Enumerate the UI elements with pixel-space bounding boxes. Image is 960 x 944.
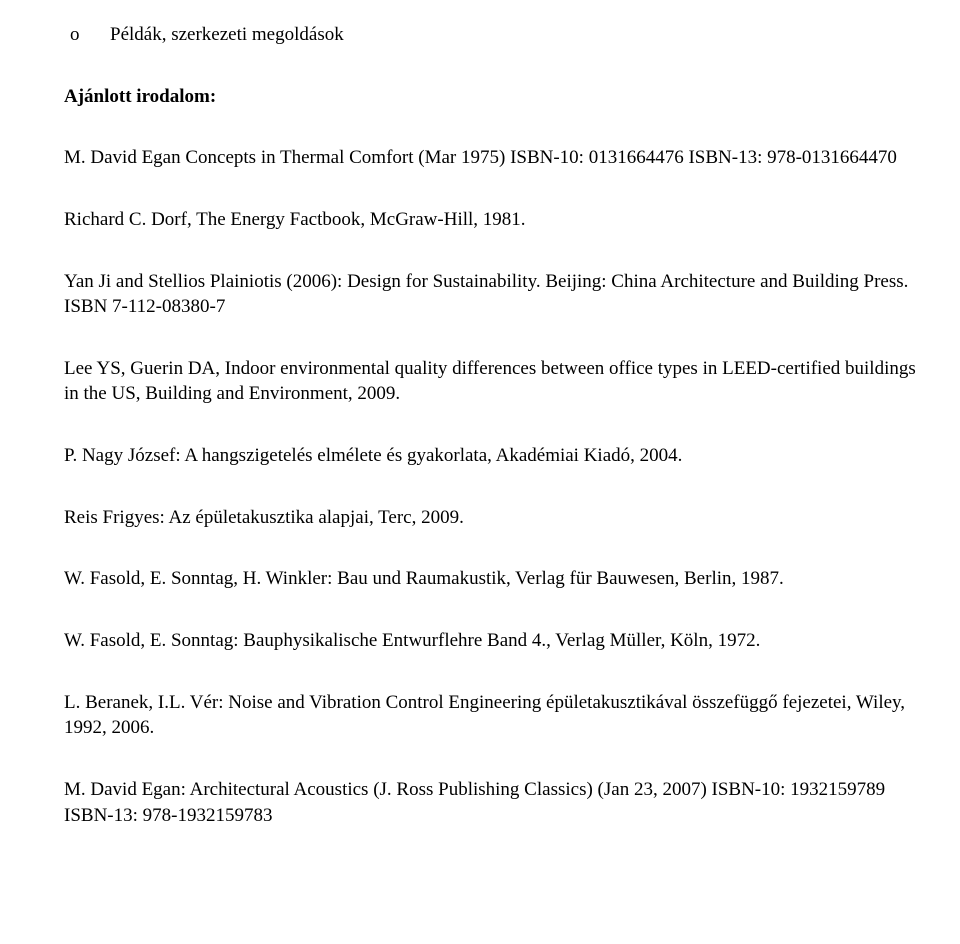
bullet-text: Példák, szerkezeti megoldások	[110, 22, 924, 48]
reference-item: M. David Egan Concepts in Thermal Comfor…	[64, 145, 924, 171]
reference-text: W. Fasold, E. Sonntag: Bauphysikalische …	[64, 630, 760, 651]
reference-item: W. Fasold, E. Sonntag, H. Winkler: Bau u…	[64, 566, 924, 592]
reference-item: Yan Ji and Stellios Plainiotis (2006): D…	[64, 269, 924, 320]
reference-text: P. Nagy József: A hangszigetelés elmélet…	[64, 445, 682, 466]
reference-text: Reis Frigyes: Az épületakusztika alapjai…	[64, 507, 464, 528]
section-heading: Ajánlott irodalom:	[64, 84, 924, 110]
reference-text: Yan Ji and Stellios Plainiotis (2006): D…	[64, 271, 908, 318]
bullet-marker: o	[64, 22, 110, 48]
reference-text: L. Beranek, I.L. Vér: Noise and Vibratio…	[64, 692, 905, 739]
reference-item: M. David Egan: Architectural Acoustics (…	[64, 777, 924, 828]
reference-text: M. David Egan: Architectural Acoustics (…	[64, 779, 885, 826]
reference-item: W. Fasold, E. Sonntag: Bauphysikalische …	[64, 628, 924, 654]
reference-text: M. David Egan Concepts in Thermal Comfor…	[64, 147, 897, 168]
reference-item: Reis Frigyes: Az épületakusztika alapjai…	[64, 505, 924, 531]
reference-text: Lee YS, Guerin DA, Indoor environmental …	[64, 358, 916, 405]
reference-item: L. Beranek, I.L. Vér: Noise and Vibratio…	[64, 690, 924, 741]
reference-text: Richard C. Dorf, The Energy Factbook, Mc…	[64, 209, 526, 230]
bullet-item: o Példák, szerkezeti megoldások	[64, 22, 924, 48]
reference-item: Lee YS, Guerin DA, Indoor environmental …	[64, 356, 924, 407]
reference-text: W. Fasold, E. Sonntag, H. Winkler: Bau u…	[64, 568, 784, 589]
reference-item: P. Nagy József: A hangszigetelés elmélet…	[64, 443, 924, 469]
reference-item: Richard C. Dorf, The Energy Factbook, Mc…	[64, 207, 924, 233]
